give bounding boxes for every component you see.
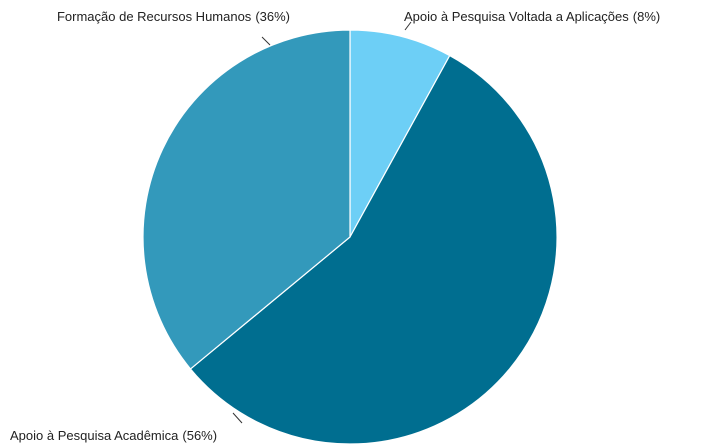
slice-name: Apoio à Pesquisa Acadêmica bbox=[10, 428, 179, 443]
leader-line bbox=[404, 21, 412, 31]
leader-line bbox=[261, 36, 271, 46]
slice-value-label: (36%) bbox=[255, 9, 290, 24]
pie-slice bbox=[142, 29, 351, 370]
slice-label: Apoio à Pesquisa Voltada a Aplicações (8%… bbox=[404, 9, 660, 24]
slice-label: Formação de Recursos Humanos (36%) bbox=[57, 9, 290, 24]
slice-name: Formação de Recursos Humanos bbox=[57, 9, 252, 24]
pie-slice bbox=[349, 29, 451, 238]
slice-name: Apoio à Pesquisa Voltada a Aplicações bbox=[404, 9, 629, 24]
leader-line bbox=[232, 412, 243, 424]
slice-value-label: (56%) bbox=[182, 428, 217, 443]
slice-value-label: (8%) bbox=[633, 9, 660, 24]
slice-label: Apoio à Pesquisa Acadêmica (56%) bbox=[10, 428, 217, 443]
pie-slice bbox=[189, 54, 558, 445]
